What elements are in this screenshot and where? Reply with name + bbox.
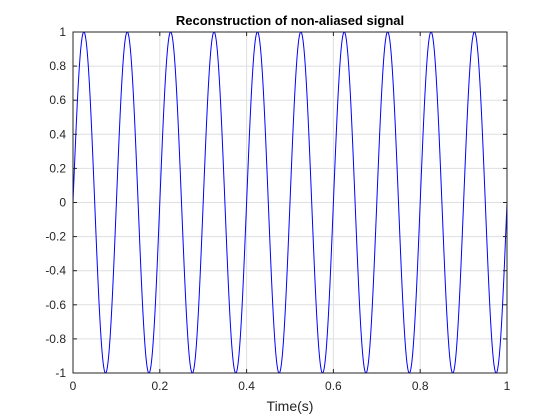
y-tick-label: 0.2 — [49, 161, 66, 175]
x-tick-label: 0.8 — [412, 379, 429, 393]
x-axis-label: Time(s) — [267, 398, 314, 414]
chart-title: Reconstruction of non-aliased signal — [176, 13, 404, 28]
y-tick-label: -0.2 — [45, 230, 66, 244]
y-tick-label: -0.6 — [45, 298, 66, 312]
y-tick-label: 0.6 — [49, 93, 66, 107]
y-tick-label: 0 — [59, 196, 66, 210]
x-tick-label: 0.2 — [151, 379, 168, 393]
series-layer — [72, 31, 508, 374]
y-tick-label: 1 — [59, 25, 66, 39]
x-tick-label: 0.6 — [325, 379, 342, 393]
y-tick-label: -0.4 — [45, 264, 66, 278]
signal-line — [72, 31, 508, 374]
grid-lines — [72, 31, 508, 374]
x-tick-label: 0.4 — [238, 379, 255, 393]
y-tick-label: -0.8 — [45, 332, 66, 346]
y-tick-labels: -1 -0.8 -0.6 -0.4 -0.2 0 0.2 0.4 0.6 0.8 1 — [45, 25, 66, 380]
y-tick-label: -1 — [55, 366, 66, 380]
tick-marks — [72, 31, 508, 374]
x-tick-labels: 0 0.2 0.4 0.6 0.8 1 — [70, 379, 511, 393]
x-tick-label: 0 — [70, 379, 77, 393]
x-tick-label: 1 — [504, 379, 511, 393]
y-tick-label: 0.8 — [49, 59, 66, 73]
y-tick-label: 0.4 — [49, 127, 66, 141]
